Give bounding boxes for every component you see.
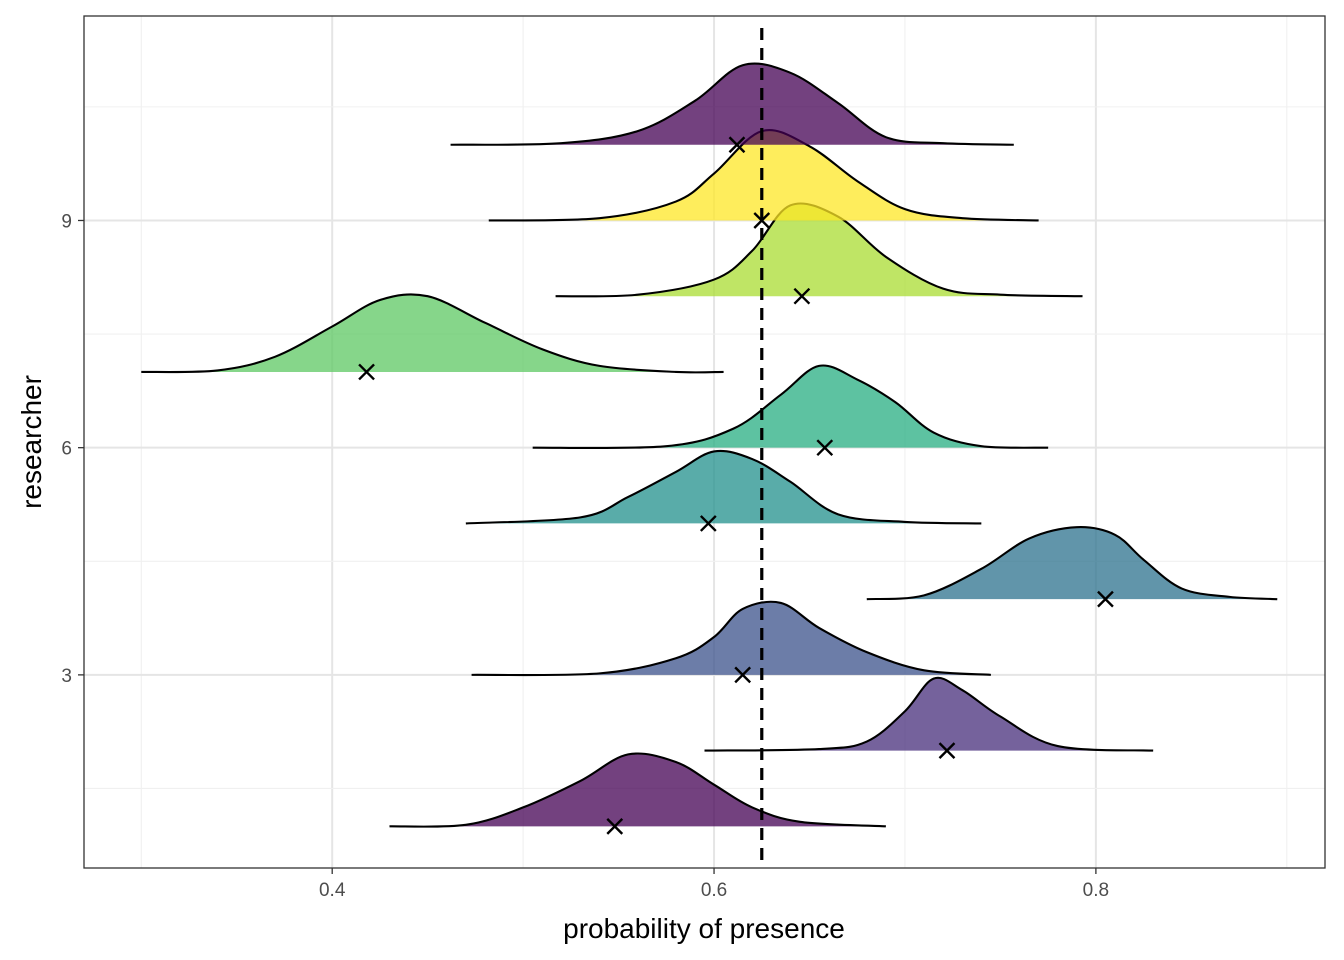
ridge-fill-7: [141, 294, 724, 373]
ridge-outline-3: [471, 600, 991, 677]
ridge-fill-1: [389, 753, 886, 827]
density-ridges: [141, 62, 1278, 828]
marker-x-5: [699, 515, 717, 532]
ridge-fill-4: [866, 527, 1278, 600]
ridge-fill-3: [471, 601, 991, 676]
ridge-researcher-6: [532, 364, 1049, 450]
marker-x-6: [816, 439, 834, 457]
x-tick-label: 0.8: [1083, 880, 1109, 901]
ridge-fill-2: [704, 677, 1154, 751]
ridge-researcher-4: [866, 526, 1278, 601]
marker-x-1: [606, 817, 624, 835]
ridge-outline-5: [465, 449, 982, 525]
ridge-outline-10: [450, 62, 1014, 146]
ridge-researcher-10: [450, 62, 1014, 146]
marker-x-2: [938, 742, 956, 759]
x-axis-title: probability of presence: [563, 913, 845, 944]
ridge-fill-8: [555, 203, 1083, 297]
ridge-fill-9: [488, 130, 1039, 221]
marker-x-4: [1097, 590, 1114, 608]
marker-x-10: [728, 136, 746, 154]
marker-x-3: [734, 666, 752, 684]
y-axis-title: researcher: [16, 375, 47, 509]
marker-x-9: [753, 212, 771, 229]
ridge-researcher-1: [389, 752, 886, 828]
ridge-researcher-5: [465, 449, 982, 525]
ridge-fill-6: [532, 365, 1049, 449]
ridge-outline-4: [866, 526, 1278, 601]
ridge-fill-5: [465, 450, 982, 524]
ridge-outline-6: [532, 364, 1049, 450]
ridge-fill-10: [450, 63, 1014, 145]
ridge-researcher-3: [471, 600, 991, 677]
ridge-researcher-2: [704, 676, 1154, 752]
x-axis-ticks: 0.4 0.6 0.8: [319, 868, 1109, 901]
y-axis-ticks: 3 6 9: [61, 211, 84, 687]
y-tick-label: 3: [61, 666, 72, 687]
ridge-outline-1: [389, 752, 886, 828]
y-tick-label: 9: [61, 211, 72, 232]
marker-x-7: [358, 363, 375, 381]
y-tick-label: 6: [61, 439, 72, 460]
x-tick-label: 0.6: [701, 880, 727, 901]
marker-x-8: [793, 287, 811, 305]
ridge-outline-7: [141, 293, 724, 374]
plot-panel-border: [83, 15, 1326, 869]
ridge-outline-2: [704, 676, 1154, 752]
point-markers: [358, 136, 1114, 835]
x-tick-label: 0.4: [319, 880, 346, 901]
ridge-researcher-7: [141, 293, 724, 374]
